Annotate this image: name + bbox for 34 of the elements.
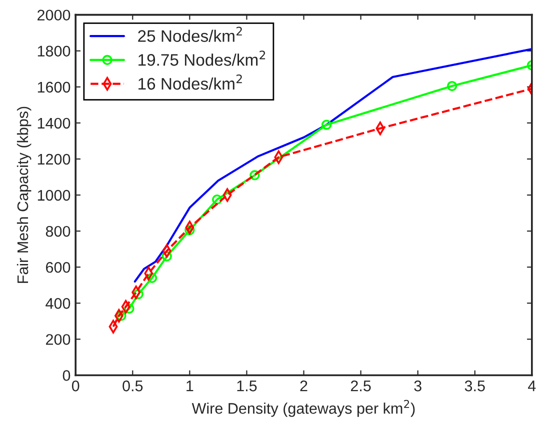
y-tick-label: 1800 xyxy=(38,46,70,57)
y-tick-label: 1400 xyxy=(38,118,70,129)
point xyxy=(162,251,172,262)
x-tick-label: 2.5 xyxy=(350,380,371,392)
legend-label: 16 Nodes/km$^{2}$ xyxy=(138,74,242,90)
legend-label: 19.75 Nodes/km$^{2}$ xyxy=(138,50,266,66)
point xyxy=(212,194,222,205)
x-tick-label: 0.5 xyxy=(122,380,143,392)
x-tick-label: 2 xyxy=(300,380,308,392)
point xyxy=(321,120,332,130)
x-tick-label: 3 xyxy=(414,380,422,392)
point xyxy=(446,80,458,92)
point xyxy=(250,170,260,180)
y-tick-label: 1200 xyxy=(38,154,70,165)
y-tick-label: 400 xyxy=(46,298,70,309)
point xyxy=(146,272,158,284)
y-tick-label: 200 xyxy=(46,334,70,345)
x-tick-label: 4 xyxy=(528,380,536,392)
point xyxy=(116,310,126,321)
y-tick-label: 800 xyxy=(46,226,70,237)
x-tick-label: 1.5 xyxy=(237,380,257,392)
y-axis-title: Fair Mesh Capacity (kbps) xyxy=(16,106,32,283)
x-axis-title: Wire Density (gateways per km$^{2}$) xyxy=(192,400,415,417)
y-tick-label: 1000 xyxy=(38,190,70,201)
x-tick-label: 3.5 xyxy=(464,380,485,392)
x-tick-label: 0 xyxy=(72,380,80,392)
y-tick-label: 2000 xyxy=(38,10,70,21)
point xyxy=(184,225,195,236)
y-tick-label: 600 xyxy=(46,262,70,273)
y-tick-label: 0 xyxy=(62,370,70,381)
legend-label: 25 Nodes/km$^{2}$ xyxy=(138,26,242,42)
y-tick-label: 1600 xyxy=(38,82,70,93)
x-tick-label: 1 xyxy=(186,380,194,392)
line-series xyxy=(134,48,532,283)
